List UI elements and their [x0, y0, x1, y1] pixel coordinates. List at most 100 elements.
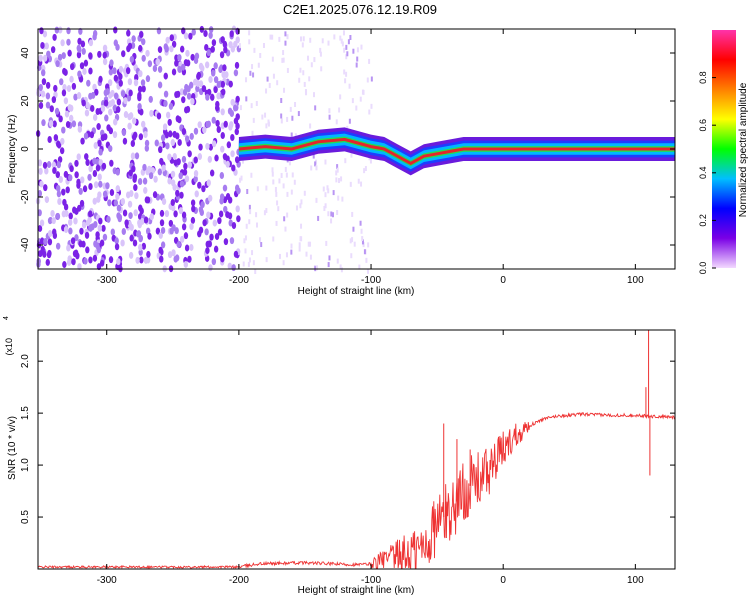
- noise-cell: [178, 207, 184, 215]
- noise-cell: [162, 123, 168, 131]
- noise-cell: [216, 125, 221, 133]
- noise-cell: [55, 60, 60, 68]
- noise-cell: [157, 46, 163, 54]
- noise-cell: [234, 128, 239, 136]
- noise-cell: [163, 90, 169, 98]
- sparse-cell: [295, 205, 298, 211]
- noise-cell: [70, 237, 76, 245]
- noise-cell: [189, 222, 194, 230]
- noise-cell: [211, 69, 216, 77]
- noise-cell: [66, 244, 71, 252]
- noise-cell: [102, 58, 108, 66]
- noise-cell: [84, 231, 90, 239]
- sparse-cell: [309, 123, 312, 129]
- sparse-cell: [248, 219, 251, 225]
- sparse-cell: [284, 31, 287, 37]
- noise-cell: [196, 71, 202, 79]
- snr-frame: [37, 329, 676, 570]
- noise-cell: [39, 237, 45, 245]
- noise-cell: [45, 81, 51, 89]
- sparse-cell: [277, 206, 280, 212]
- sparse-cell: [314, 105, 317, 111]
- noise-cell: [62, 84, 67, 92]
- noise-cell: [211, 258, 217, 266]
- sparse-cell: [340, 267, 343, 273]
- noise-cell: [193, 127, 199, 135]
- sparse-cell: [351, 211, 354, 217]
- noise-cell: [139, 31, 144, 39]
- sparse-cell: [286, 212, 289, 218]
- noise-cell: [47, 136, 52, 144]
- sparse-cell: [259, 237, 262, 243]
- noise-cell: [147, 60, 153, 68]
- sparse-cell: [298, 242, 301, 248]
- noise-cell: [102, 44, 108, 52]
- noise-cell: [205, 120, 210, 128]
- noise-cell: [132, 239, 138, 247]
- noise-cell: [90, 104, 95, 112]
- noise-cell: [100, 134, 106, 142]
- noise-cell: [92, 197, 97, 205]
- noise-cell: [179, 191, 184, 199]
- sparse-cell: [327, 211, 330, 217]
- noise-cell: [170, 170, 176, 178]
- noise-cell: [208, 264, 213, 272]
- noise-cell: [174, 227, 179, 235]
- noise-cell: [155, 58, 161, 66]
- sparse-cell: [319, 51, 322, 57]
- noise-cell: [113, 92, 119, 100]
- sparse-cell: [356, 47, 359, 53]
- noise-cell: [133, 79, 139, 87]
- noise-cell: [159, 219, 165, 227]
- noise-cell: [224, 71, 229, 79]
- noise-cell: [97, 50, 102, 58]
- noise-cell: [235, 36, 240, 44]
- noise-cell: [40, 245, 45, 253]
- noise-cell: [114, 237, 119, 245]
- noise-cell: [80, 40, 86, 48]
- sparse-cell: [340, 176, 343, 182]
- sparse-cell: [272, 236, 275, 242]
- sparse-cell: [251, 64, 254, 70]
- sparse-cell: [313, 57, 316, 63]
- noise-cell: [116, 98, 122, 106]
- sparse-cell: [342, 30, 345, 36]
- snr-multiplier-base: (x10: [4, 338, 14, 356]
- noise-cell: [235, 122, 240, 130]
- noise-cell: [206, 211, 211, 219]
- y-tick-label: 20: [20, 95, 31, 107]
- noise-cell: [145, 49, 150, 57]
- sparse-cell: [247, 261, 250, 267]
- sparse-cell: [269, 34, 272, 40]
- noise-cell: [152, 64, 158, 72]
- noise-cell: [51, 217, 56, 225]
- colorbar-tick-label: 0.0: [698, 262, 708, 275]
- noise-cell: [170, 199, 176, 207]
- noise-cell: [121, 129, 127, 137]
- figure-title: C2E1.2025.076.12.19.R09: [283, 2, 437, 17]
- noise-cell: [126, 94, 132, 102]
- sparse-cell: [285, 172, 288, 178]
- sparse-cell: [307, 241, 310, 247]
- noise-cell: [181, 223, 187, 231]
- colorbar-tick-label: 0.8: [698, 71, 708, 84]
- noise-cell: [195, 85, 200, 93]
- noise-cell: [158, 146, 163, 154]
- noise-cell: [181, 155, 187, 163]
- sparse-cell: [336, 258, 339, 264]
- noise-cell: [78, 75, 84, 83]
- noise-cell: [88, 210, 93, 218]
- sparse-cell: [286, 67, 289, 73]
- noise-cell: [40, 41, 45, 49]
- snr-ticks: -300 -200 -100 0 100 0.5 1.0 1.5 2.0: [20, 330, 675, 586]
- noise-cell: [44, 196, 50, 204]
- noise-cell: [122, 209, 128, 217]
- sparse-cell: [324, 159, 327, 165]
- noise-cell: [138, 243, 143, 251]
- noise-cell: [149, 109, 154, 117]
- noise-cell: [71, 258, 76, 266]
- noise-cell: [229, 30, 234, 38]
- noise-cell: [234, 156, 240, 164]
- noise-cell: [125, 67, 131, 75]
- sparse-cell: [294, 133, 297, 139]
